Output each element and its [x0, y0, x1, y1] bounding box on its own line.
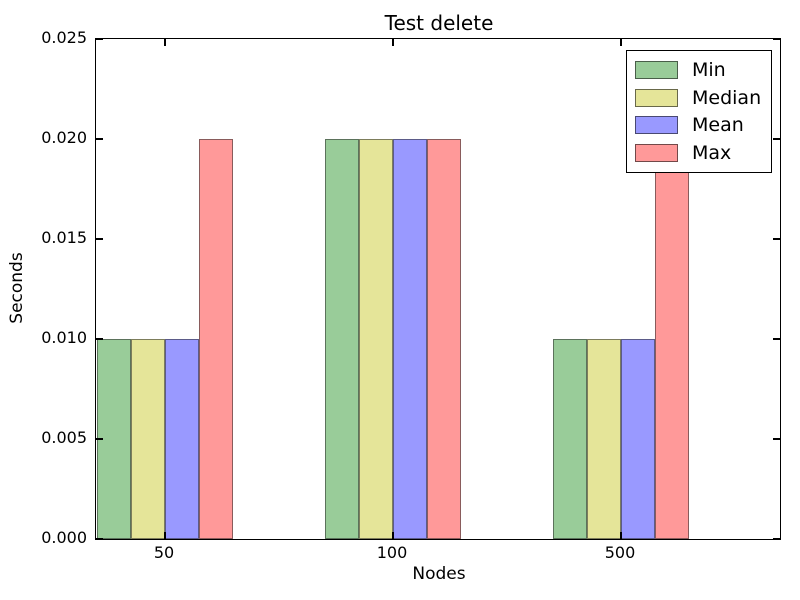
legend-label-min: Min — [692, 58, 726, 81]
plot-area: Min Median Mean Max — [95, 38, 781, 540]
legend-item-max: Max — [635, 142, 763, 164]
y-tick — [773, 38, 780, 40]
bar-min-500 — [553, 339, 587, 539]
y-tick — [96, 38, 103, 40]
x-tick-label: 500 — [604, 543, 636, 562]
x-tick-label: 100 — [376, 543, 408, 562]
bar-mean-100 — [393, 139, 427, 539]
y-tick-label: 0.010 — [41, 328, 87, 347]
x-tick-label: 50 — [153, 543, 175, 562]
bar-median-500 — [587, 339, 621, 539]
legend-item-median: Median — [635, 87, 763, 109]
x-axis-label: Nodes — [412, 564, 466, 584]
legend-swatch-mean — [635, 116, 678, 135]
x-tick — [164, 532, 166, 539]
legend-label-max: Max — [692, 142, 732, 165]
y-tick-label: 0.015 — [41, 228, 87, 247]
y-axis-label: Seconds — [7, 252, 27, 324]
x-tick — [620, 39, 622, 46]
y-tick — [773, 138, 780, 140]
y-tick-label: 0.025 — [41, 28, 87, 47]
y-tick — [96, 538, 103, 540]
y-tick-label: 0.020 — [41, 128, 87, 147]
y-tick — [96, 438, 103, 440]
bar-min-100 — [325, 139, 359, 539]
legend: Min Median Mean Max — [626, 50, 772, 173]
y-tick — [773, 438, 780, 440]
x-tick — [620, 532, 622, 539]
x-tick — [392, 532, 394, 539]
chart-title: Test delete — [384, 11, 494, 35]
bar-median-100 — [359, 139, 393, 539]
y-tick-label: 0.005 — [41, 428, 87, 447]
y-tick — [96, 238, 103, 240]
legend-swatch-min — [635, 60, 678, 79]
legend-label-median: Median — [692, 86, 762, 109]
legend-label-mean: Mean — [692, 114, 744, 137]
legend-swatch-max — [635, 144, 678, 163]
legend-item-min: Min — [635, 59, 763, 81]
x-tick — [392, 39, 394, 46]
bar-max-100 — [427, 139, 461, 539]
y-tick — [773, 538, 780, 540]
legend-swatch-median — [635, 88, 678, 107]
y-tick — [773, 238, 780, 240]
y-tick — [96, 138, 103, 140]
legend-item-mean: Mean — [635, 114, 763, 136]
bar-median-50 — [131, 339, 165, 539]
bar-max-500 — [655, 139, 689, 539]
y-tick — [773, 338, 780, 340]
y-tick — [96, 338, 103, 340]
x-tick — [164, 39, 166, 46]
bar-max-50 — [199, 139, 233, 539]
bar-mean-50 — [165, 339, 199, 539]
y-tick-label: 0.000 — [41, 528, 87, 547]
bar-mean-500 — [621, 339, 655, 539]
